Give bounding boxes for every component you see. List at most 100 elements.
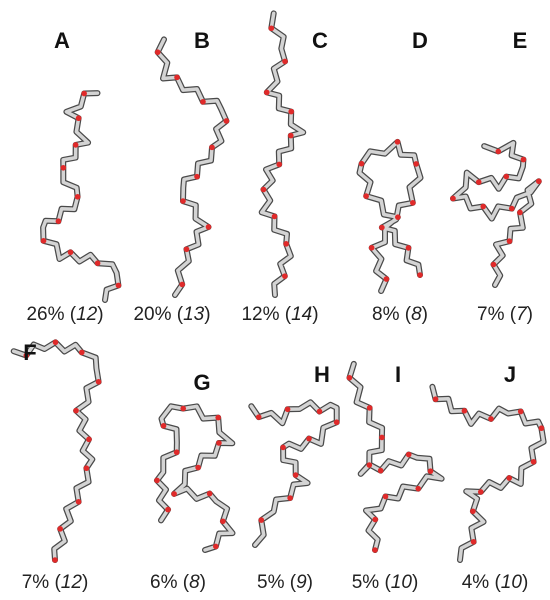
oxygen-atom <box>488 416 494 422</box>
panel-caption: 20% (13) <box>133 304 210 325</box>
caption-close: ) <box>97 304 103 325</box>
oxygen-atom <box>224 118 230 124</box>
oxygen-atom <box>184 246 190 252</box>
oxygen-atom <box>285 407 291 413</box>
oxygen-atom <box>367 405 373 411</box>
caption-share: 7% ( <box>22 572 62 593</box>
oxygen-atom <box>180 198 186 204</box>
caption-close: ) <box>412 572 418 593</box>
oxygen-atom <box>507 238 513 244</box>
oxygen-atom <box>415 486 421 492</box>
oxygen-atom <box>536 178 542 184</box>
caption-close: ) <box>82 572 88 593</box>
oxygen-atom <box>280 445 286 451</box>
oxygen-atom <box>207 491 213 497</box>
oxygen-atom <box>288 133 294 139</box>
chain <box>360 142 421 291</box>
oxygen-atom <box>293 472 299 478</box>
oxygen-atom <box>269 25 275 31</box>
oxygen-atom <box>428 468 434 474</box>
panel-caption: 7% (12) <box>22 572 89 593</box>
oxygen-atom <box>200 99 206 105</box>
oxygen-atom <box>179 282 185 288</box>
oxygen-atom <box>369 245 375 251</box>
caption-close: ) <box>204 304 210 325</box>
panel-caption: 26% (12) <box>26 304 103 325</box>
oxygen-atom <box>213 544 219 550</box>
caption-close: ) <box>307 572 313 593</box>
oxygen-atom <box>41 238 47 244</box>
oxygen-atom <box>283 241 289 247</box>
oxygen-atom <box>395 139 401 145</box>
oxygen-atom <box>215 415 221 421</box>
oxygen-atom <box>81 91 87 97</box>
oxygen-atom <box>379 225 385 231</box>
panel-label: J <box>504 362 516 387</box>
oxygen-atom <box>61 165 67 171</box>
oxygen-atom <box>206 224 212 230</box>
oxygen-atom <box>509 206 515 212</box>
oxygen-atom <box>76 499 82 505</box>
caption-count: 10 <box>391 572 413 593</box>
caption-count: 12 <box>61 572 83 593</box>
oxygen-atom <box>450 196 456 202</box>
panel-label: G <box>193 370 210 395</box>
oxygen-atom <box>84 465 90 471</box>
oxygen-atom <box>276 162 282 168</box>
caption-share: 6% ( <box>150 572 190 593</box>
caption-share: 5% ( <box>257 572 297 593</box>
oxygen-atom <box>73 142 79 148</box>
chain <box>43 93 118 300</box>
oxygen-atom <box>378 468 384 474</box>
oxygen-atom <box>478 489 484 495</box>
oxygen-atom <box>57 526 63 532</box>
caption-close: ) <box>200 572 206 593</box>
oxygen-atom <box>68 249 74 255</box>
caption-close: ) <box>527 304 533 325</box>
oxygen-atom <box>379 435 385 441</box>
oxygen-atom <box>86 437 92 443</box>
oxygen-atom <box>155 49 161 55</box>
oxygen-atom <box>470 508 476 514</box>
oxygen-atom <box>367 462 373 468</box>
molecule-structures <box>14 13 545 562</box>
oxygen-atom <box>406 452 412 458</box>
oxygen-atom <box>259 517 265 523</box>
oxygen-atom <box>256 414 262 420</box>
caption-count: 14 <box>291 304 312 325</box>
caption-share: 7% ( <box>477 304 517 325</box>
oxygen-atom <box>261 187 267 193</box>
oxygen-atom <box>476 179 482 185</box>
panel-caption: 5% (9) <box>257 572 313 593</box>
panel-label: E <box>513 28 528 53</box>
chain-outline <box>14 342 99 560</box>
panel-caption: 8% (8) <box>372 304 428 325</box>
oxygen-atom <box>76 115 82 121</box>
oxygen-atom <box>116 283 122 289</box>
oxygen-atom <box>334 419 340 425</box>
oxygen-atom <box>413 161 419 167</box>
oxygen-atom <box>462 408 468 414</box>
chain <box>262 13 304 295</box>
caption-share: 26% ( <box>26 304 76 325</box>
panel-caption: 6% (8) <box>150 572 206 593</box>
panel-label: A <box>54 28 70 53</box>
oxygen-atom <box>195 465 201 471</box>
caption-share: 8% ( <box>372 304 412 325</box>
oxygen-atom <box>491 262 497 268</box>
panel-caption: 5% (10) <box>352 572 419 593</box>
panel-label: H <box>314 362 330 387</box>
oxygen-atom <box>171 491 177 497</box>
caption-count: 8 <box>189 572 200 593</box>
oxygen-atom <box>363 193 369 199</box>
oxygen-atom <box>417 272 423 278</box>
panel-caption: 12% (14) <box>241 304 318 325</box>
oxygen-atom <box>433 396 439 402</box>
oxygen-atom <box>518 409 524 415</box>
panel-label: C <box>312 28 328 53</box>
caption-share: 5% ( <box>352 572 392 593</box>
oxygen-atom <box>75 194 81 200</box>
oxygen-atom <box>96 379 102 385</box>
oxygen-atom <box>53 339 59 345</box>
chain <box>350 364 442 550</box>
